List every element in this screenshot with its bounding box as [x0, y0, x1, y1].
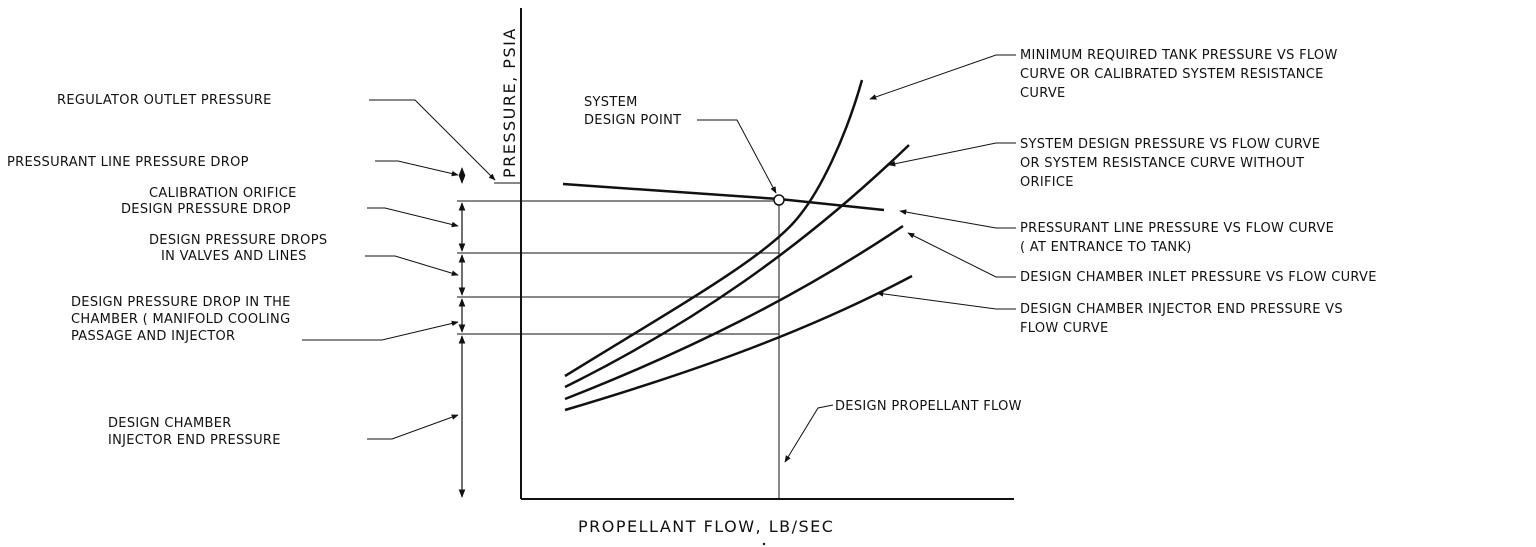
label-design-propellant-flow: DESIGN PROPELLANT FLOW [835, 399, 1022, 414]
label-chamber-inlet: DESIGN CHAMBER INLET PRESSURE VS FLOW CU… [1020, 270, 1377, 285]
leader-calibration-orifice [367, 207, 459, 228]
system-design-point-marker [773, 194, 785, 206]
leader-chamber-inlet [907, 232, 1016, 278]
leader-system-design-pressure [888, 142, 1016, 167]
leader-injector-end [367, 414, 459, 440]
leader-injector-end-curve [876, 291, 1016, 310]
leader-pressurant-line-pressure [899, 209, 1016, 229]
label-pressurant-line-drop: PRESSURANT LINE PRESSURE DROP [7, 155, 249, 170]
leader-regulator-outlet [369, 99, 496, 181]
leader-design-propellant-flow [784, 404, 834, 463]
curve-pressurant-line-pressure [562, 182, 885, 212]
curve-injector-end [564, 274, 913, 412]
stray-dot [762, 542, 766, 546]
x-axis-title: PROPELLANT FLOW, LB/SEC [578, 517, 834, 536]
label-injector-end: DESIGN CHAMBER INJECTOR END PRESSURE [108, 416, 281, 448]
leader-pressurant-line-drop [375, 160, 459, 177]
y-axis-title: PRESSURE, PSIA [500, 27, 519, 178]
leader-system-design-point [697, 119, 777, 194]
curve-system-design-pressure [564, 144, 910, 389]
label-chamber-drop: DESIGN PRESSURE DROP IN THE CHAMBER ( MAN… [71, 295, 291, 344]
leader-valves-lines [365, 255, 459, 276]
curve-chamber-inlet [564, 224, 904, 401]
leader-min-tank-pressure [869, 54, 1016, 100]
label-valves-lines: DESIGN PRESSURE DROPS IN VALVES AND LINES [149, 233, 327, 264]
label-min-tank-pressure: MINIMUM REQUIRED TANK PRESSURE VS FLOW CU… [1020, 48, 1338, 101]
label-injector-end-curve: DESIGN CHAMBER INJECTOR END PRESSURE VS F… [1020, 302, 1343, 336]
leader-chamber-drop [302, 320, 459, 341]
curve-min-tank-pressure [564, 79, 864, 378]
label-calibration-orifice: CALIBRATION ORIFICE DESIGN PRESSURE DROP [121, 186, 297, 217]
label-system-design-pressure: SYSTEM DESIGN PRESSURE VS FLOW CURVE OR S… [1020, 137, 1320, 190]
label-regulator-outlet: REGULATOR OUTLET PRESSURE [57, 93, 272, 108]
label-system-design-point: SYSTEM DESIGN POINT [584, 95, 681, 128]
label-pressurant-line-pressure: PRESSURANT LINE PRESSURE VS FLOW CURVE( … [1020, 221, 1334, 255]
